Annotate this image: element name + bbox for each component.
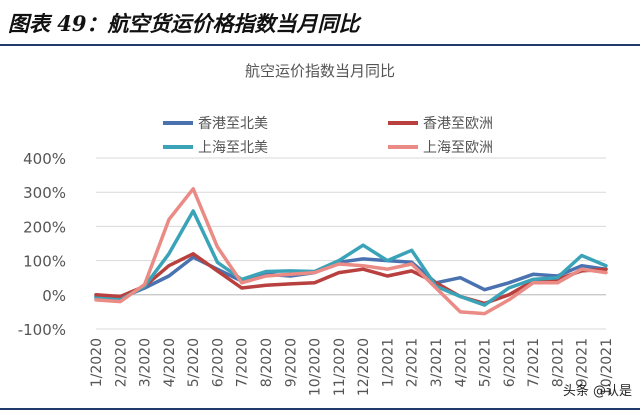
x-tick-label: 11/2020	[332, 338, 348, 396]
legend-label: 上海至北美	[198, 140, 268, 156]
figure-title: 图表 49：航空货运价格指数当月同比	[8, 11, 360, 36]
x-tick-label: 6/2020	[210, 338, 226, 387]
x-tick-label: 9/2021	[575, 338, 591, 387]
y-tick-label: 100%	[23, 253, 66, 271]
x-tick-label: 10/2021	[599, 338, 615, 396]
x-tick-label: 4/2021	[453, 338, 469, 387]
x-tick-label: 9/2020	[283, 338, 299, 387]
bottom-rule	[0, 408, 640, 410]
x-tick-label: 5/2021	[478, 338, 494, 387]
y-tick-label: 300%	[23, 184, 66, 202]
gridlines	[96, 157, 606, 330]
series-line	[94, 252, 608, 306]
y-tick-label: 0%	[42, 287, 66, 305]
x-axis: 1/2020 2/2020 3/2020 4/2020 5/2020 6/2020 7/20…	[89, 294, 615, 396]
x-tick-label: 6/2021	[502, 338, 518, 387]
x-tick-label: 3/2020	[138, 338, 154, 387]
x-tick-label: 2/2020	[113, 338, 129, 387]
plot-area	[94, 187, 608, 316]
x-tick-label: 8/2021	[550, 338, 566, 387]
x-tick-label: 4/2020	[162, 338, 178, 387]
legend-label: 香港至欧洲	[423, 116, 493, 132]
chart-title: 航空运价指数当月同比	[245, 62, 395, 80]
x-tick-label: 2/2021	[405, 338, 421, 387]
series-line	[94, 187, 608, 316]
y-tick-label: 400%	[23, 150, 66, 168]
y-axis: -100% 0% 100% 200% 300% 400%	[18, 150, 66, 339]
legend-label: 香港至北美	[198, 116, 268, 132]
x-tick-label: 7/2020	[235, 338, 251, 387]
x-tick-label: 12/2020	[356, 338, 372, 396]
legend-label: 上海至欧洲	[423, 140, 493, 156]
top-rule	[0, 44, 640, 46]
y-tick-label: -100%	[18, 321, 66, 339]
watermark: 头条 @认是	[562, 384, 632, 399]
x-tick-label: 7/2021	[526, 338, 542, 387]
x-tick-label: 3/2021	[429, 338, 445, 387]
x-tick-label: 8/2020	[259, 338, 275, 387]
x-tick-label: 10/2020	[308, 338, 324, 396]
series-line	[94, 209, 608, 307]
x-tick-label: 5/2020	[186, 338, 202, 387]
y-tick-label: 200%	[23, 218, 66, 236]
x-tick-label: 1/2020	[89, 338, 105, 387]
x-tick-label: 1/2021	[380, 338, 396, 387]
series-line	[94, 255, 608, 300]
